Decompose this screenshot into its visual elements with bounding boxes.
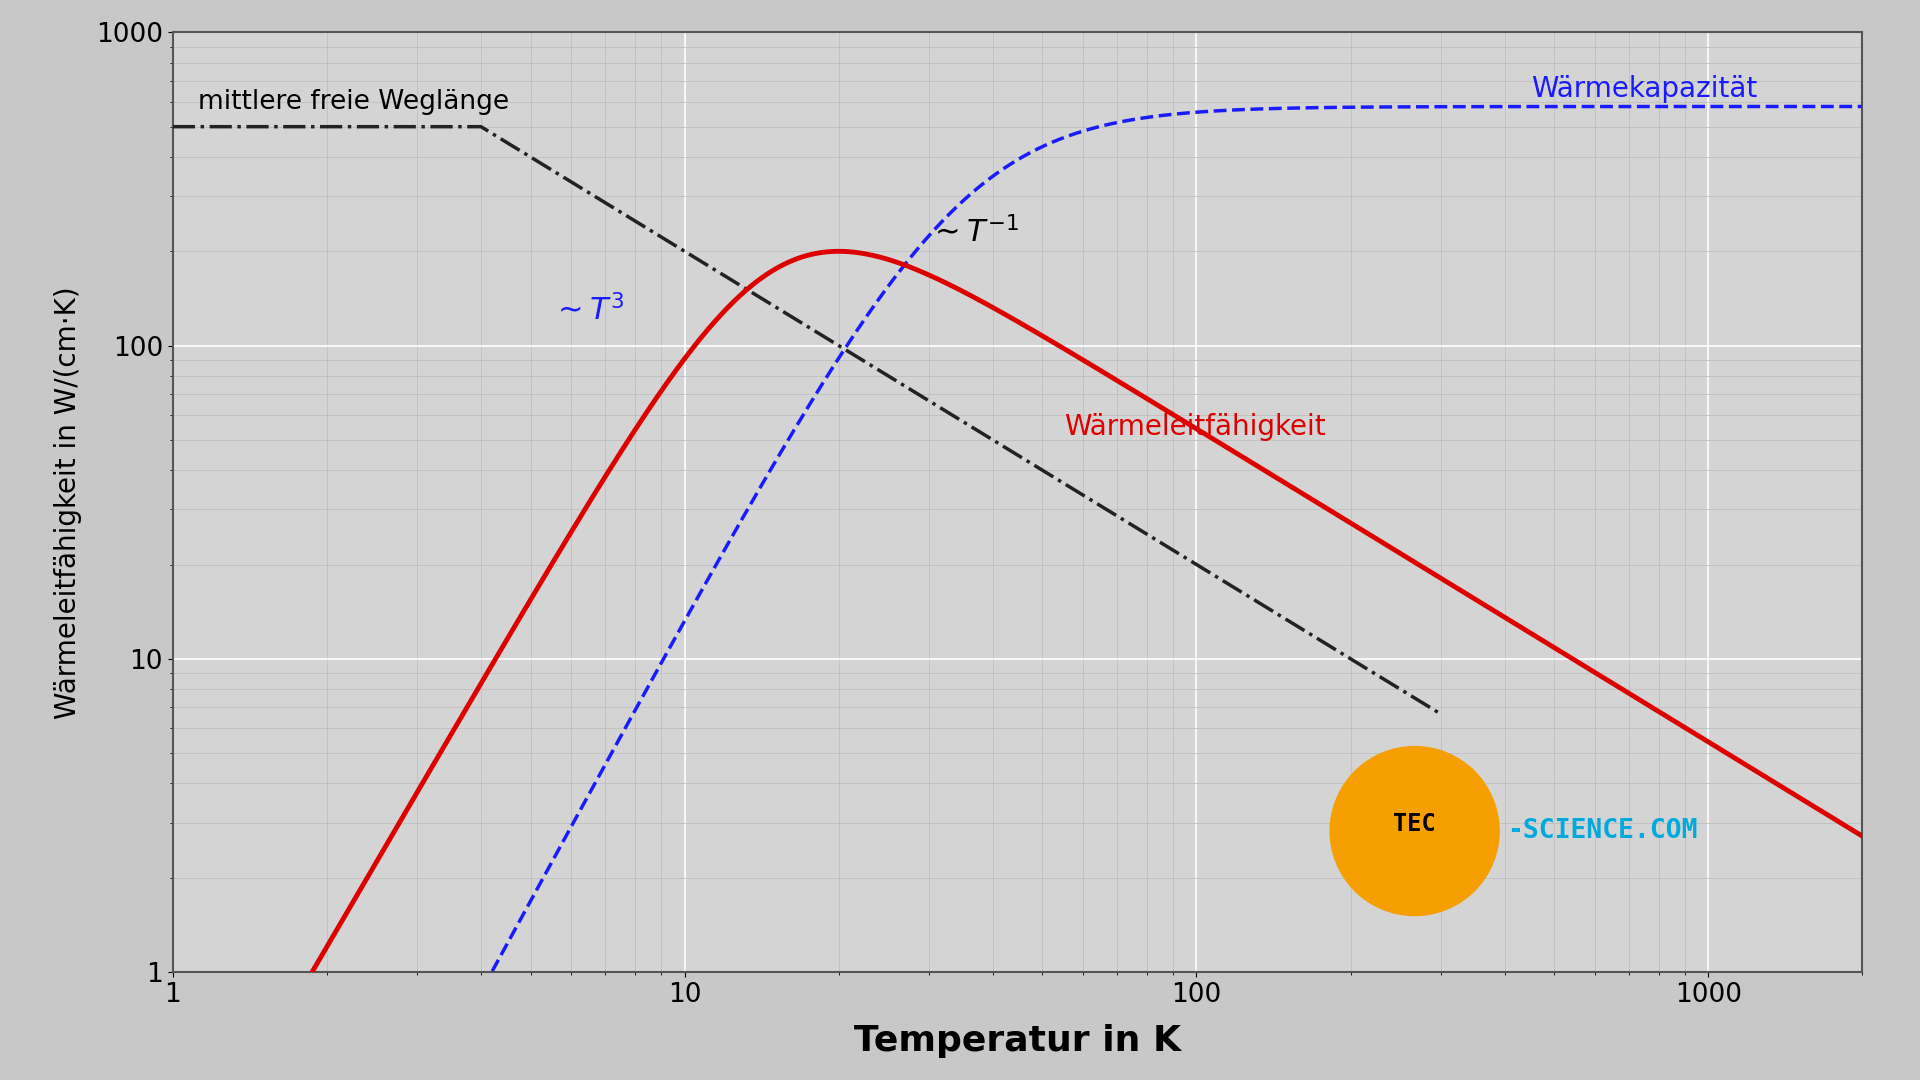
Y-axis label: Wärmeleitfähigkeit in W/(cm·K): Wärmeleitfähigkeit in W/(cm·K) (54, 286, 83, 718)
Text: TEC: TEC (1394, 811, 1436, 836)
Text: -SCIENCE.COM: -SCIENCE.COM (1507, 818, 1697, 845)
Text: Wärmekapazität: Wärmekapazität (1530, 75, 1757, 103)
Text: $\mathit{\sim T^3}$: $\mathit{\sim T^3}$ (551, 294, 624, 326)
Text: Wärmeleitfähigkeit: Wärmeleitfähigkeit (1064, 413, 1325, 441)
Text: $\mathit{\sim T^{-1}}$: $\mathit{\sim T^{-1}}$ (929, 216, 1018, 248)
X-axis label: Temperatur in K: Temperatur in K (854, 1025, 1181, 1058)
Ellipse shape (1331, 746, 1500, 916)
Text: mittlere freie Weglänge: mittlere freie Weglänge (198, 89, 509, 114)
